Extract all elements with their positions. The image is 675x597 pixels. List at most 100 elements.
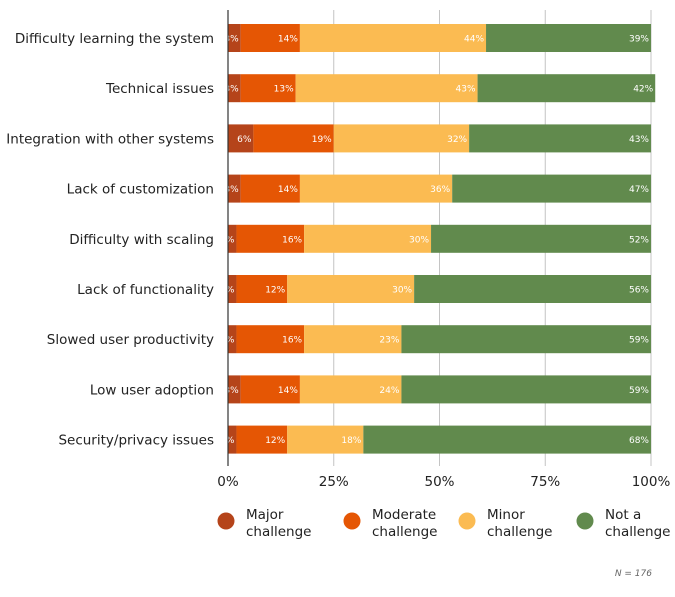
legend-label: challenge (605, 524, 671, 540)
bar-segment (240, 375, 300, 404)
data-label: 56% (629, 286, 649, 296)
bar-segment (253, 124, 334, 153)
data-label: 59% (629, 336, 649, 346)
bar-row: 6% 19% 32% 43% (228, 124, 651, 153)
legend-label: challenge (372, 524, 438, 540)
bar-row: 2% 16% 23% 59% (220, 325, 651, 354)
category-label: Integration with other systems (6, 131, 214, 147)
bar-segment (363, 425, 651, 454)
data-label: 12% (265, 436, 285, 446)
data-label: 16% (282, 336, 302, 346)
category-label: Low user adoption (90, 382, 214, 398)
data-label: 43% (629, 135, 649, 145)
bar-segment (228, 425, 237, 454)
category-label: Difficulty learning the system (15, 31, 214, 47)
bar-segment (287, 275, 415, 303)
category-label: Lack of functionality (77, 282, 214, 298)
data-label: 42% (633, 85, 653, 95)
bar-segment (333, 124, 470, 153)
category-label: Lack of customization (67, 182, 214, 198)
bar-segment (299, 375, 402, 404)
data-label: 18% (341, 436, 361, 446)
bar-segment (228, 24, 241, 52)
category-label: Security/privacy issues (58, 433, 214, 449)
data-label: 14% (278, 386, 298, 396)
bar-segment (431, 224, 651, 253)
x-tick-label: 50% (424, 474, 454, 490)
bar-segment (401, 375, 651, 404)
data-label: 30% (392, 286, 412, 296)
data-label: 36% (430, 185, 450, 195)
data-label: 19% (312, 135, 332, 145)
bar-row: 3% 14% 36% 47% (224, 174, 651, 203)
data-label: 52% (629, 235, 649, 245)
bar-row: 3% 14% 44% 39% (224, 24, 651, 52)
bar-segment (414, 275, 651, 303)
bar-segment (287, 425, 364, 454)
bar-segment (228, 275, 237, 303)
sample-size-note: N = 176 (615, 569, 652, 579)
data-label: 12% (265, 286, 285, 296)
bar-segment (295, 74, 478, 103)
bar-segment (236, 425, 288, 454)
bar-segment (228, 375, 241, 404)
data-label: 68% (629, 436, 649, 446)
x-tick-label: 100% (632, 474, 671, 490)
data-label: 14% (278, 185, 298, 195)
data-label: 24% (379, 386, 399, 396)
bar-segment (477, 74, 656, 103)
data-label: 3% (224, 185, 239, 195)
bar-segment (401, 325, 651, 354)
bar-row: 2% 12% 18% 68% (220, 425, 651, 454)
legend-swatch (576, 512, 594, 530)
data-label: 14% (278, 35, 298, 45)
data-label: 32% (447, 135, 467, 145)
bar-segment (228, 325, 237, 354)
legend-swatch (458, 512, 476, 530)
bar-segment (236, 224, 305, 253)
bar-segment (228, 224, 237, 253)
bar-segment (299, 174, 453, 203)
data-label: 39% (629, 35, 649, 45)
bar-row: 3% 14% 24% 59% (224, 375, 651, 404)
data-label: 16% (282, 235, 302, 245)
bar-segment (304, 325, 402, 354)
data-label: 44% (464, 35, 484, 45)
bar-segment (228, 174, 241, 203)
legend-label: Major (246, 507, 284, 523)
bar-segment (236, 275, 288, 303)
legend: MajorchallengeModeratechallengeMinorchal… (217, 507, 671, 540)
category-label: Technical issues (105, 81, 214, 97)
data-label: 47% (629, 185, 649, 195)
x-tick-label: 0% (217, 474, 239, 490)
bar-segment (228, 74, 241, 103)
legend-label: Moderate (372, 507, 436, 523)
x-tick-labels: 0% 25% 50% 75% 100% (217, 474, 670, 490)
bar-row: 3% 13% 43% 42% (224, 74, 656, 103)
data-label: 3% (224, 35, 239, 45)
bar-segment (304, 224, 432, 253)
bar-segment (228, 124, 254, 153)
x-tick-label: 25% (319, 474, 349, 490)
legend-label: challenge (487, 524, 553, 540)
legend-label: Not a (605, 507, 641, 523)
bar-segment (452, 174, 651, 203)
bar-row: 2% 12% 30% 56% (220, 275, 651, 303)
bar-segment (240, 174, 300, 203)
legend-label: Minor (487, 507, 525, 523)
data-label: 3% (224, 386, 239, 396)
category-labels: Difficulty learning the system Technical … (6, 31, 214, 449)
bars: 3% 14% 44% 39% 3% 13% 43% 42% 6% 19% 32% 43% 3% 14% 36… (220, 24, 656, 454)
category-label: Difficulty with scaling (69, 232, 214, 248)
bar-segment (240, 74, 296, 103)
bar-segment (469, 124, 651, 153)
legend-swatch (343, 512, 361, 530)
bar-segment (240, 24, 300, 52)
data-label: 3% (224, 85, 239, 95)
x-tick-label: 75% (530, 474, 560, 490)
